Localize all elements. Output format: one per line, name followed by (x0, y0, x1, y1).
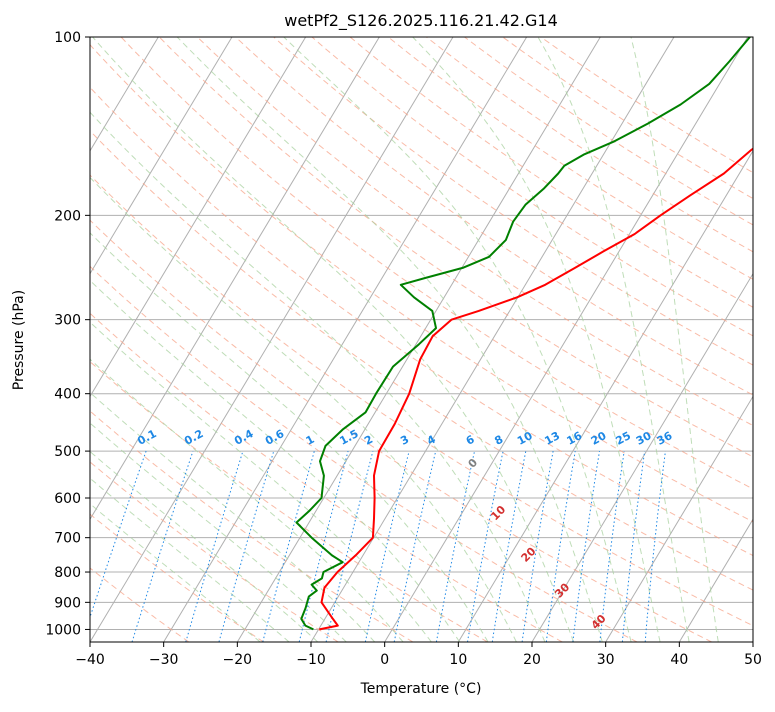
moist-adiabat-line (0, 209, 289, 642)
y-tick-label: 300 (54, 313, 81, 329)
mixing-ratio-line (394, 451, 436, 642)
y-tick-label: 700 (54, 531, 81, 547)
dry-adiabat-line (0, 37, 562, 642)
mixing-ratio-label: 30 (634, 429, 654, 448)
isotherm-line (753, 37, 775, 642)
mixing-ratio-line (263, 451, 315, 642)
mixing-ratio-line (186, 451, 243, 642)
moist-adiabat-label: 10 (488, 503, 508, 523)
grid-layer (0, 37, 775, 642)
y-tick-label: 100 (54, 30, 81, 46)
series-layer (297, 37, 775, 629)
mixing-ratio-label: 4 (425, 433, 438, 448)
dry-adiabat-line (0, 37, 338, 642)
moist-adiabat-line (0, 228, 260, 642)
y-tick-label: 200 (54, 208, 81, 224)
moist-adiabat-line (0, 84, 460, 642)
y-tick-label: 400 (54, 387, 81, 403)
x-tick-label: −10 (296, 652, 326, 668)
moist-adiabat-line (0, 195, 318, 642)
x-tick-label: 10 (449, 652, 467, 668)
mixing-ratio-label: 1 (304, 433, 317, 448)
moist-adiabat-line (0, 114, 431, 642)
y-tick-label: 500 (54, 444, 81, 460)
mixing-ratio-label: 3 (398, 433, 411, 448)
dry-adiabat-line (197, 37, 775, 642)
mixing-ratio-label: 20 (589, 429, 609, 448)
mixing-ratio-line (622, 451, 644, 642)
dry-adiabat-line (0, 37, 775, 642)
mixing-ratio-line (365, 451, 409, 642)
dry-adiabat-line (0, 37, 189, 642)
x-tick-label: −20 (223, 652, 253, 668)
mixing-ratio-label: 6 (464, 433, 477, 448)
mixing-ratio-label: 13 (542, 429, 562, 448)
mixing-ratio-label: 2 (362, 433, 375, 448)
dry-adiabat-line (0, 37, 712, 642)
mixing-ratio-label: 8 (492, 433, 505, 448)
mixing-ratio-line (546, 451, 575, 642)
x-tick-label: 30 (597, 652, 615, 668)
y-tick-label: 1000 (45, 622, 81, 638)
y-tick-label: 900 (54, 595, 81, 611)
mixing-ratio-label: 16 (565, 429, 585, 448)
dry-adiabat-line (83, 37, 775, 642)
x-tick-label: 50 (744, 652, 762, 668)
x-tick-label: −30 (149, 652, 179, 668)
x-tick-label: 20 (523, 652, 541, 668)
isotherm-line (0, 37, 232, 642)
isotherm-line (458, 37, 775, 642)
isotherm-line (311, 37, 674, 642)
dry-adiabat-line (0, 37, 488, 642)
y-tick-label: 800 (54, 565, 81, 581)
y-tick-label: 600 (54, 491, 81, 507)
isotherm-line (606, 37, 775, 642)
x-tick-label: 40 (670, 652, 688, 668)
dry-adiabat-line (541, 37, 775, 642)
mixing-ratio-label: 25 (613, 429, 633, 448)
x-tick-label: −40 (75, 652, 105, 668)
mixing-ratio-label: 0.2 (182, 427, 205, 448)
moist-adiabat-line (413, 37, 660, 642)
dry-adiabat-line (388, 37, 775, 642)
moist-adiabat-line (631, 37, 718, 642)
isotherm-line (385, 37, 748, 642)
isotherm-line (16, 37, 379, 642)
mixing-ratio-label: 0.6 (263, 427, 287, 448)
dry-adiabat-line (0, 37, 264, 642)
moist-adiabat-line (538, 37, 689, 642)
dry-adiabat-line (426, 37, 775, 642)
mixing-ratio-label: 10 (515, 429, 535, 448)
mixing-ratio-line (573, 451, 600, 642)
x-axis-label: Temperature (°C) (360, 681, 482, 697)
x-tick-label: 0 (380, 652, 389, 668)
moist-adiabat-line (284, 37, 631, 642)
dry-adiabat-line (350, 37, 775, 642)
y-axis-label: Pressure (hPa) (11, 290, 27, 390)
mixing-ratio-line (600, 451, 624, 642)
moist-adiabat-line (25, 37, 545, 642)
moist-adiabat-line (93, 37, 574, 642)
isotherm-line (164, 37, 527, 642)
moist-adiabat-label: 20 (519, 544, 539, 564)
adiabat-layer (0, 37, 775, 642)
dry-adiabat-line (236, 37, 775, 642)
isotherm-line (0, 37, 306, 642)
mixing-ratio-label: 0.1 (135, 427, 158, 448)
isotherm-line (0, 37, 11, 642)
mixing-ratio-label: 0.4 (232, 427, 256, 448)
chart-title: wetPf2_S126.2025.116.21.42.G14 (284, 11, 558, 31)
